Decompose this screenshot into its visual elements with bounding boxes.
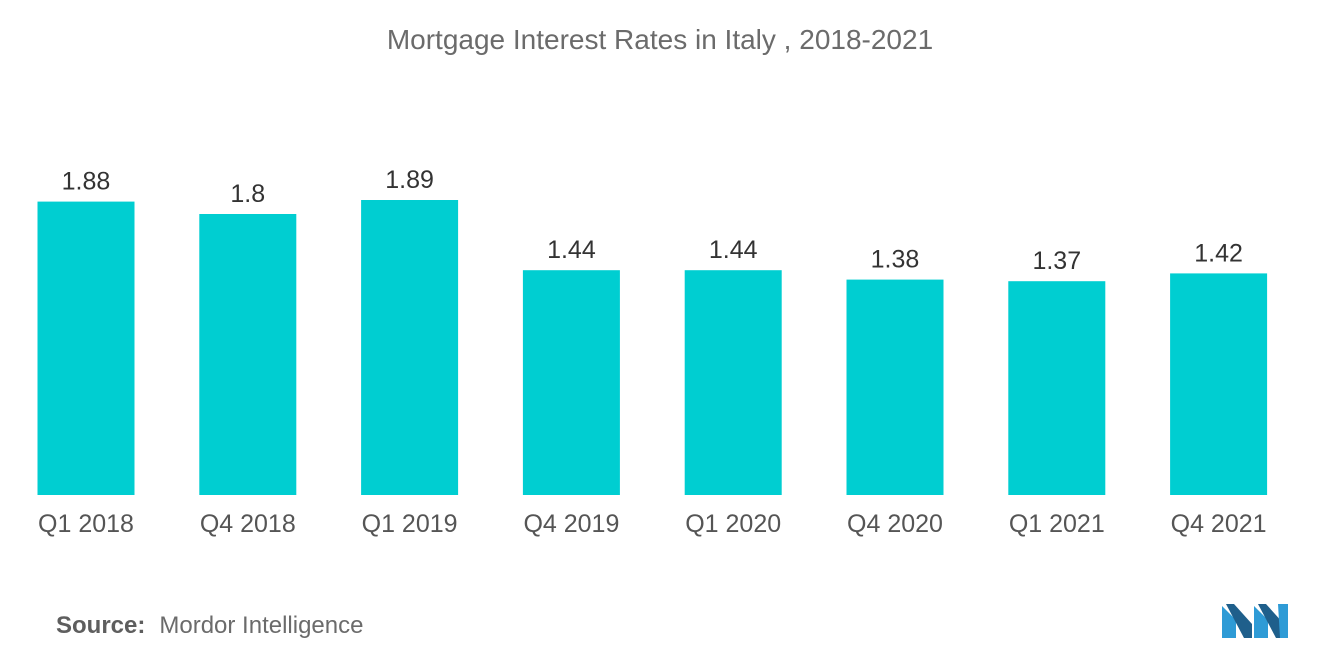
x-tick-label-1: Q4 2018 bbox=[200, 510, 296, 538]
bar-0 bbox=[37, 201, 135, 495]
bar-4 bbox=[684, 270, 782, 495]
bar-value-label-4: 1.44 bbox=[709, 236, 758, 264]
source-label: Source: bbox=[56, 612, 146, 639]
bar-value-label-0: 1.88 bbox=[62, 168, 111, 196]
bar-5 bbox=[846, 279, 944, 495]
x-tick-label-3: Q4 2019 bbox=[523, 510, 619, 538]
bar-value-label-2: 1.89 bbox=[385, 166, 434, 194]
x-tick-label-4: Q1 2020 bbox=[685, 510, 781, 538]
bar-value-label-6: 1.37 bbox=[1032, 247, 1081, 275]
bar-value-label-5: 1.38 bbox=[871, 246, 920, 274]
bar-chart: 1.88 Q1 2018 1.8 Q4 2018 1.89 Q1 2019 1.44 Q4 2… bbox=[37, 166, 1268, 538]
bar-3 bbox=[522, 270, 620, 495]
bar-1 bbox=[199, 214, 297, 495]
bar-value-label-1: 1.8 bbox=[230, 180, 265, 208]
x-tick-label-5: Q4 2020 bbox=[847, 510, 943, 538]
x-tick-label-2: Q1 2019 bbox=[362, 510, 458, 538]
bar-value-label-3: 1.44 bbox=[547, 236, 596, 264]
bar-6 bbox=[1008, 281, 1106, 495]
x-tick-label-7: Q4 2021 bbox=[1171, 510, 1267, 538]
bar-2 bbox=[361, 200, 459, 495]
x-tick-label-0: Q1 2018 bbox=[38, 510, 134, 538]
chart-title: Mortgage Interest Rates in Italy , 2018-… bbox=[386, 24, 934, 55]
x-tick-label-6: Q1 2021 bbox=[1009, 510, 1105, 538]
bar-7 bbox=[1170, 273, 1268, 495]
source-text: Mordor Intelligence bbox=[159, 612, 364, 639]
mordor-intelligence-logo-icon bbox=[1222, 604, 1288, 638]
bar-value-label-7: 1.42 bbox=[1194, 239, 1243, 267]
source-note: Source: Mordor Intelligence bbox=[56, 612, 363, 640]
